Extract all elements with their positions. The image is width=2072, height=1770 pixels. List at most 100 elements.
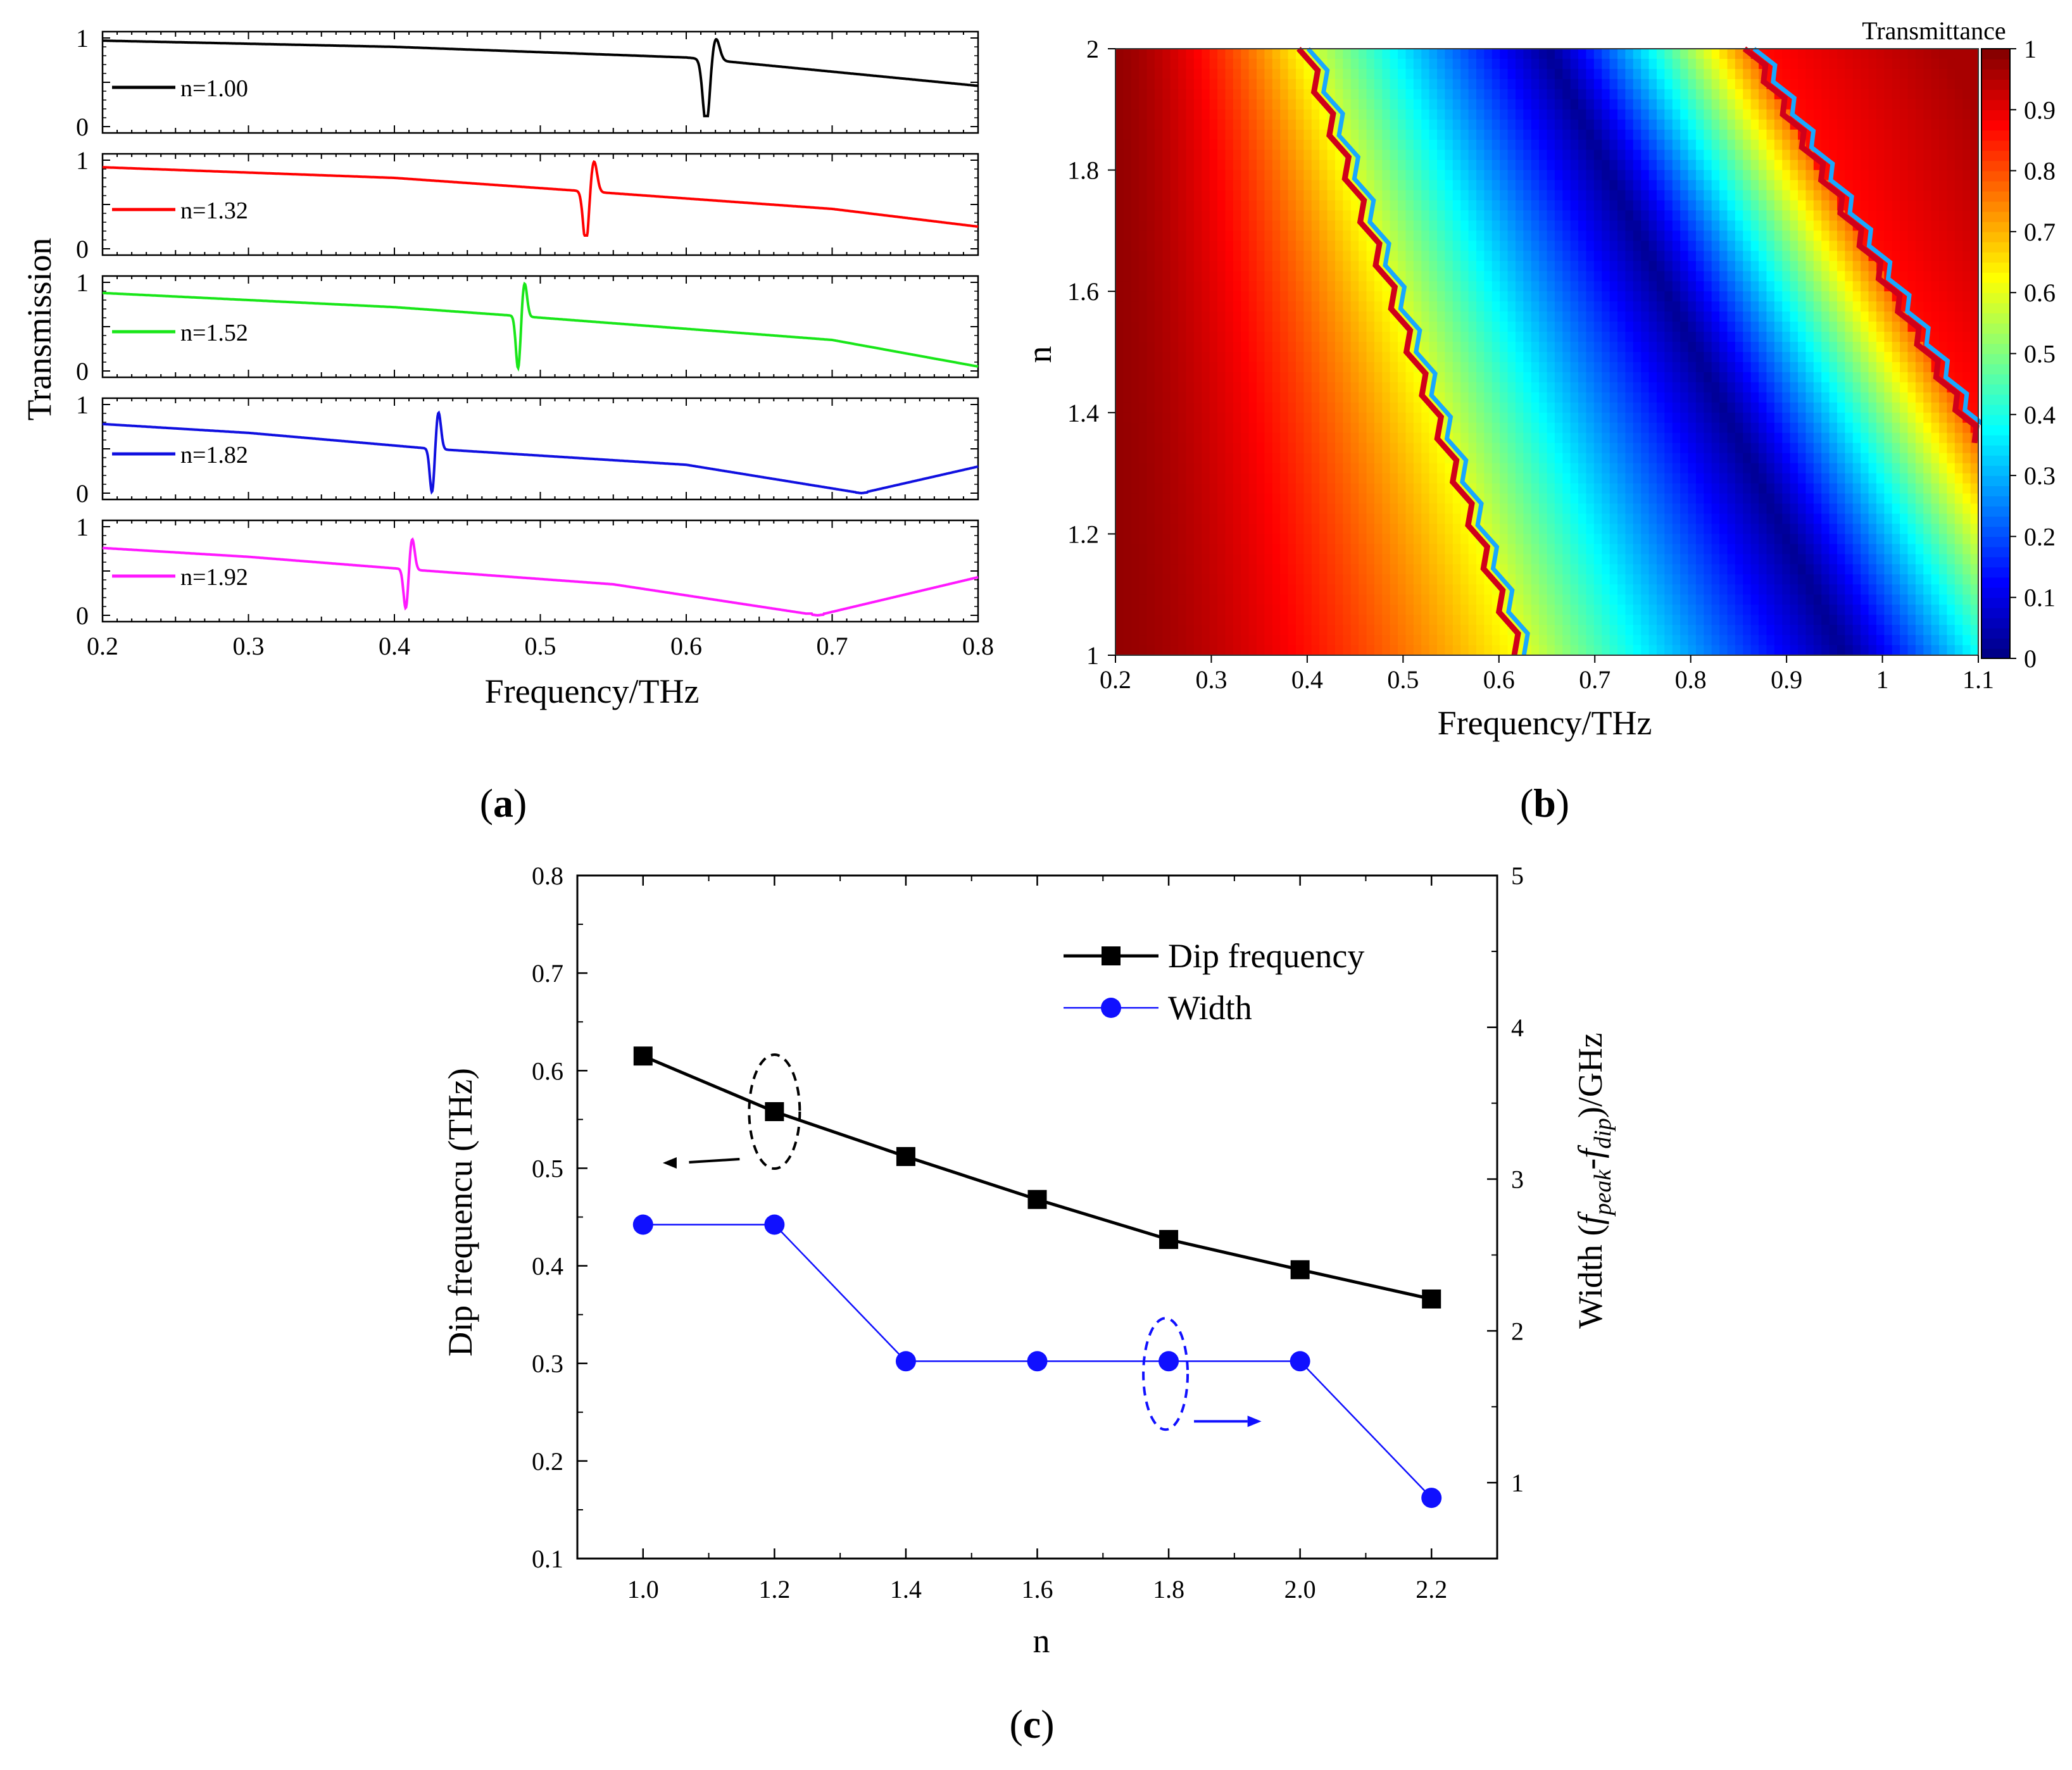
y-tick-label: 1 <box>1086 641 1099 670</box>
y-tick-label: 1 <box>76 146 89 175</box>
x-tick-label: 0.8 <box>962 632 994 660</box>
data-point-circle <box>895 1351 916 1372</box>
data-point-circle <box>1421 1488 1442 1509</box>
x-tick-label: 0.2 <box>1100 665 1131 694</box>
panel-b-y-axis-label: n <box>1020 346 1058 363</box>
legend-label: Width <box>1168 989 1252 1027</box>
data-point-circle <box>632 1214 653 1235</box>
data-point-square <box>1422 1289 1441 1309</box>
x-tick-label: 1.6 <box>1022 1575 1053 1604</box>
data-point-square <box>1290 1260 1310 1279</box>
right-y-tick-label: 5 <box>1511 862 1524 890</box>
y-tick-label: 1.4 <box>1067 399 1099 427</box>
y-tick-label: 1.8 <box>1067 156 1099 185</box>
fano-resonance-line <box>1306 47 1530 656</box>
x-tick-label: 0.3 <box>1195 665 1227 694</box>
panel-c-left-y-axis-label: Dip frequencu (THz) <box>441 1068 479 1357</box>
panel-c-x-axis-label: n <box>1033 1622 1050 1660</box>
right-axis-arrowhead <box>1247 1415 1262 1428</box>
x-tick-label: 0.6 <box>670 632 702 660</box>
x-tick-label: 0.7 <box>1579 665 1611 694</box>
x-tick-label: 0.4 <box>379 632 410 660</box>
panel-a-y-axis-label: Transmission <box>20 237 58 420</box>
x-tick-label: 2.0 <box>1284 1575 1316 1604</box>
legend-label: Dip frequency <box>1168 937 1364 975</box>
panel-b-x-axis-label: Frequency/THz <box>1438 704 1652 742</box>
series-line-n=1.92 <box>102 537 979 617</box>
legend-label: n=1.92 <box>180 564 248 591</box>
left-axis-arrow <box>689 1158 740 1164</box>
right-y-tick-label: 3 <box>1511 1165 1524 1194</box>
panel-a-x-axis-label: Frequency/THz <box>485 672 700 710</box>
y-tick-label: 1.6 <box>1067 277 1099 306</box>
subplot-n=1.82: 1 0 n=1.82 <box>76 391 979 508</box>
y-tick-label: 0 <box>76 235 89 263</box>
legend-label: n=1.32 <box>180 198 248 224</box>
y-tick-label: 0 <box>76 357 89 386</box>
panel-a-transmission-spectra: 1 0 n=1.00 1 0 n=1.32 1 0 n=1.52 1 0 n=1.82 1 0 n=1.92… <box>76 24 994 660</box>
x-tick-label: 1.8 <box>1153 1575 1184 1604</box>
y-tick-label: 2 <box>1086 35 1099 63</box>
x-tick-label: 0.6 <box>1483 665 1515 694</box>
y-tick-label: 0 <box>76 601 89 630</box>
right-y-tick-label: 2 <box>1511 1317 1524 1345</box>
colorbar-tick-label: 0.6 <box>2024 279 2056 307</box>
colorbar-tick-label: 0.2 <box>2024 522 2056 551</box>
y-tick-label: 0 <box>76 113 89 141</box>
colorbar-tick-label: 0.4 <box>2024 401 2056 429</box>
x-tick-label: 0.7 <box>817 632 848 660</box>
legend-label: n=1.00 <box>180 75 248 102</box>
x-tick-label: 1.0 <box>627 1575 659 1604</box>
left-axis-indicator-ellipse <box>748 1053 801 1171</box>
left-y-tick-label: 0.3 <box>532 1350 563 1378</box>
left-y-tick-label: 0.6 <box>532 1057 563 1085</box>
series-line-Dip frequency <box>642 1054 1432 1301</box>
x-tick-label: 1 <box>1876 665 1889 694</box>
legend-label: n=1.52 <box>180 320 248 346</box>
colorbar-tick-label: 0.8 <box>2024 157 2056 185</box>
left-y-tick-label: 0.2 <box>532 1447 563 1476</box>
x-tick-label: 0.5 <box>525 632 556 660</box>
data-point-circle <box>1158 1351 1179 1372</box>
y-tick-label: 0 <box>76 479 89 508</box>
left-y-tick-label: 0.4 <box>532 1252 563 1281</box>
left-y-tick-label: 0.8 <box>532 862 563 890</box>
colorbar-tick-label: 0 <box>2024 644 2037 673</box>
x-tick-label: 0.5 <box>1387 665 1419 694</box>
x-tick-label: 2.2 <box>1416 1575 1447 1604</box>
panel-b-colorbar-title: Transmittance <box>1862 16 2006 45</box>
panel-b-transmittance-map: 0.2 0.3 0.4 0.5 0.6 0.7 0.8 0.9 1 1.1 1 1.2 1.4 1.6 1.… <box>1067 35 2056 694</box>
y-tick-label: 1 <box>76 24 89 53</box>
heatmap-frame <box>1115 48 1979 656</box>
colorbar-tick-label: 0.5 <box>2024 340 2056 368</box>
x-tick-label: 0.2 <box>87 632 118 660</box>
data-point-square <box>633 1046 653 1066</box>
y-tick-label: 1 <box>76 268 89 297</box>
data-point-square <box>896 1146 915 1166</box>
legend-marker <box>1101 998 1121 1018</box>
x-tick-label: 0.8 <box>1675 665 1707 694</box>
colorbar-tick-label: 1 <box>2024 35 2037 63</box>
legend-marker <box>1102 946 1121 965</box>
panel-label-b: (b) <box>1520 781 1569 825</box>
data-point-square <box>765 1102 784 1122</box>
subplot-n=1.52: 1 0 n=1.52 <box>76 268 979 386</box>
x-tick-label: 1.4 <box>890 1575 922 1604</box>
right-axis-indicator-ellipse <box>1142 1317 1190 1431</box>
data-point-circle <box>1027 1351 1048 1372</box>
data-point-square <box>1027 1189 1047 1209</box>
left-y-tick-label: 0.7 <box>532 959 563 988</box>
left-y-tick-label: 0.5 <box>532 1154 563 1183</box>
series-line-n=1.00 <box>103 37 979 118</box>
left-y-tick-label: 0.1 <box>532 1545 563 1573</box>
right-y-tick-label: 1 <box>1511 1469 1524 1497</box>
x-tick-label: 1.1 <box>1962 665 1994 694</box>
subplot-n=1.32: 1 0 n=1.32 <box>76 146 979 263</box>
legend-label: n=1.82 <box>180 442 248 468</box>
panel-label-a: (a) <box>480 781 527 825</box>
y-tick-label: 1 <box>76 513 89 541</box>
series-line-n=1.32 <box>103 160 979 237</box>
panel-label-c: (c) <box>1009 1702 1054 1747</box>
colorbar-tick-label: 0.1 <box>2024 584 2056 612</box>
